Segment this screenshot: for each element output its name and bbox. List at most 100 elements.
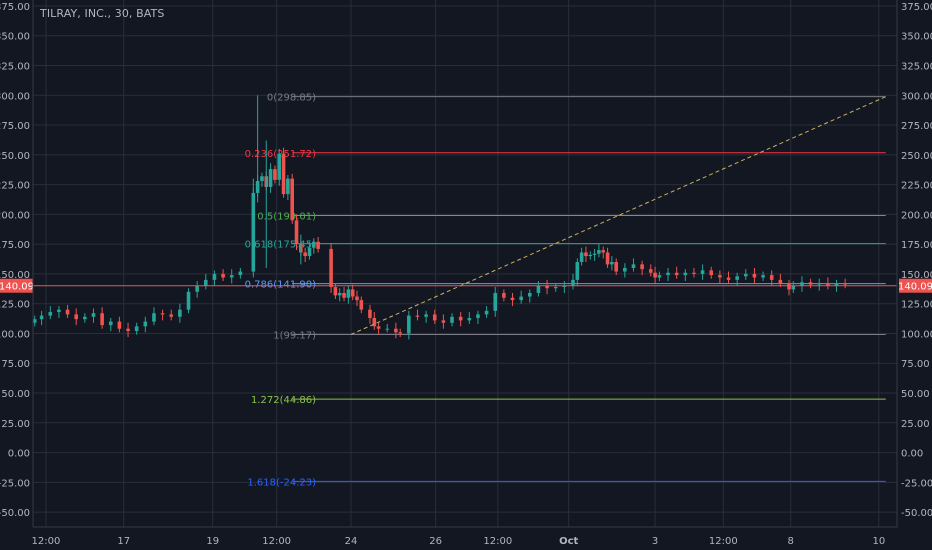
candle-body [152,313,156,322]
y-tick-label-left: 25.00 [1,419,30,430]
x-tick-label: 19 [206,536,219,547]
candle-body [808,282,813,285]
candle-body [281,153,286,195]
y-tick-label-left: 250.00 [0,151,30,162]
candle-body [307,247,312,257]
candle-body [640,264,644,270]
candle-body [407,315,411,334]
candle-body [65,309,70,315]
candle-body [212,273,217,280]
y-tick-label-right: 100.00 [901,329,932,340]
candle-body [316,241,320,249]
candle-body [346,289,351,298]
candle-body [502,292,506,298]
candle-body [91,313,96,317]
candle-body [195,285,199,292]
candle-body [545,285,549,289]
candle-body [735,276,739,280]
time-axis[interactable]: 12:00 17 19 12:00 24 26 12:00 Oct 3 12:00 8 10 [32,536,886,547]
candle-body [700,270,705,274]
candle-body [761,275,765,278]
candle-body [83,316,87,320]
y-tick-label-right: 75.00 [901,359,930,370]
candle-body [623,267,627,272]
y-tick-label-right: 300.00 [901,91,932,102]
candle-body [744,273,748,277]
candle-body [605,252,610,265]
y-tick-label-left: 0.00 [8,449,30,460]
y-tick-label-right: 350.00 [901,32,932,43]
candle-body [290,178,294,221]
candle-body [571,279,575,286]
x-tick-label: 3 [652,536,658,547]
candle-body [294,220,299,245]
y-tick-label-right: -50.00 [901,508,932,519]
candle-body [800,282,804,286]
candle-body [519,296,523,301]
y-tick-label-left: 350.00 [0,32,30,43]
candle-body [100,313,104,326]
candle-body [528,292,532,297]
candle-body [126,328,130,332]
candle-body [579,252,584,263]
candle-body [553,287,558,289]
x-tick-label: 12:00 [709,536,738,547]
candle-body [769,275,774,280]
candle-body [631,264,636,268]
candle-body [268,169,273,187]
candle-body [355,296,359,301]
candle-body [186,291,191,310]
current-price-label-left: 140.09 [0,282,34,293]
candle-body [424,314,428,317]
candle-body [143,321,148,327]
x-tick-label: 12:00 [32,536,61,547]
candle-body [484,310,489,315]
y-tick-label-right: 225.00 [901,181,932,192]
fib-level-label: 0(298.85) [267,93,316,104]
candle-body [337,292,342,296]
y-tick-label-left: -50.00 [0,508,30,519]
fib-level-label: 1(99.17) [273,330,316,341]
candle-body [39,315,44,320]
candle-body [834,283,839,286]
y-tick-label-left: 50.00 [1,389,30,400]
y-tick-label-left: 300.00 [0,91,30,102]
candle-body [610,262,614,265]
current-price-line: 140.09 140.09 [0,278,932,293]
candle-body [229,275,234,278]
candle-body [169,314,174,317]
x-tick-label: 10 [872,536,885,547]
candle-body [614,262,618,272]
y-tick-label-left: 225.00 [0,181,30,192]
candle-body [726,277,731,280]
y-tick-label-right: 250.00 [901,151,932,162]
candle-body [108,321,113,326]
candle-body [74,314,78,320]
x-tick-label: 12:00 [262,536,291,547]
candle-body [493,292,498,311]
candle-body [286,178,290,195]
candle-body [653,272,657,278]
fib-level-label: 1.618(-24.23) [247,477,316,488]
candle-body [48,312,53,316]
y-tick-label-right: 125.00 [901,300,932,311]
candle-body [204,279,208,286]
candle-body [398,332,402,334]
current-price-tag-right [899,278,932,293]
x-tick-label: Oct [559,536,578,547]
candle-body [134,326,139,332]
candle-body [238,271,243,276]
price-axes[interactable]: 375.00 375.00 350.00 350.00 325.00 325.00 300.… [0,0,932,528]
candle-body [333,287,338,296]
x-tick-label: 24 [345,536,358,547]
candle-body [277,153,282,180]
candle-body [303,252,307,257]
candle-body [467,317,472,321]
candle-body [536,285,541,293]
candle-body [510,297,515,301]
candle-body [584,252,588,257]
candle-body [709,270,714,276]
candle-body [359,300,364,310]
candle-body [376,326,381,329]
